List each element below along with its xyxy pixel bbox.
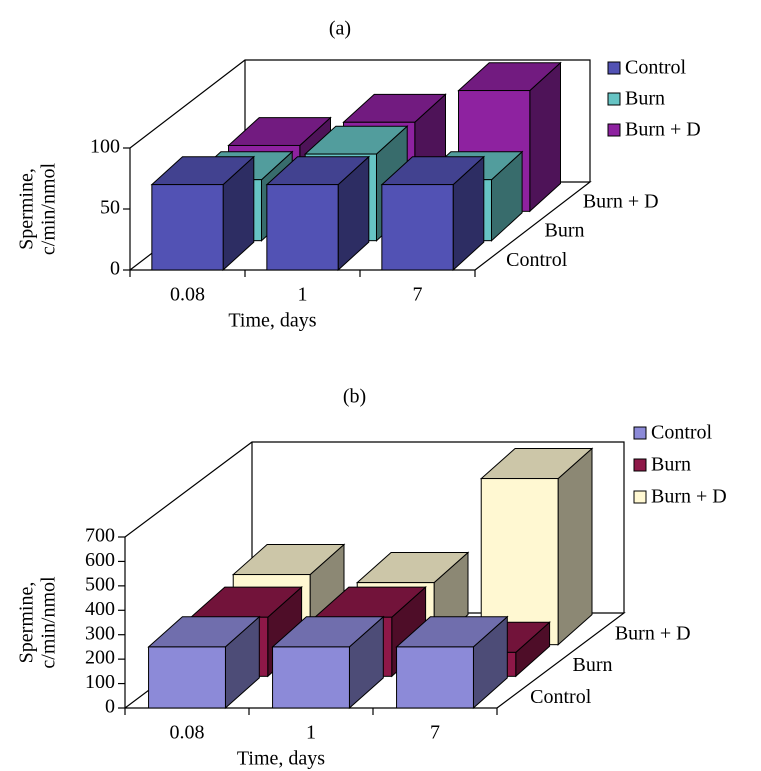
depth-label: Control (506, 249, 568, 271)
panel-title: (a) (329, 18, 351, 40)
legend-label: Burn (651, 454, 691, 476)
bar (147, 615, 261, 710)
x-axis-label: Time, days (228, 310, 316, 332)
y-tick-label: 400 (85, 598, 115, 620)
bar (380, 155, 486, 272)
y-tick-label: 600 (85, 549, 115, 571)
y-axis-label: c/min/nmol (38, 576, 60, 669)
legend-swatch (633, 458, 647, 472)
y-tick-label: 100 (90, 136, 120, 158)
depth-label: Burn + D (615, 622, 691, 644)
y-axis-label: Spermine, (16, 168, 38, 250)
bar (271, 615, 385, 710)
legend-swatch (633, 490, 647, 504)
x-axis-label: Time, days (237, 748, 325, 770)
y-axis-label: c/min/nmol (38, 162, 60, 255)
y-tick-label: 0 (105, 696, 115, 718)
bar (395, 615, 509, 710)
bar-front (396, 646, 474, 709)
depth-label: Control (530, 686, 592, 708)
y-tick-label: 200 (85, 647, 115, 669)
y-tick-label: 100 (85, 671, 115, 693)
legend-swatch (607, 92, 621, 106)
bar-front (148, 646, 226, 709)
back-wall (129, 59, 591, 182)
panel-title: (b) (343, 386, 366, 408)
x-tick-label: 0.08 (170, 284, 205, 306)
legend-label: Burn (625, 88, 665, 110)
x-tick-label: 1 (298, 284, 308, 306)
x-tick-label: 1 (306, 722, 316, 744)
bar (265, 155, 371, 272)
bar (479, 447, 594, 646)
legend-label: Burn + D (625, 119, 701, 141)
legend-swatch (607, 61, 621, 75)
x-tick-label: 7 (430, 722, 440, 744)
x-tick-label: 7 (413, 284, 423, 306)
y-tick-label: 50 (100, 197, 120, 219)
bar-side (557, 447, 593, 646)
bar (150, 155, 256, 272)
depth-label: Burn (545, 220, 585, 242)
legend-label: Control (651, 422, 713, 444)
back-wall (124, 441, 625, 613)
y-tick-label: 0 (110, 258, 120, 280)
depth-label: Burn (573, 654, 613, 676)
legend-label: Burn + D (651, 486, 727, 508)
y-tick-label: 500 (85, 573, 115, 595)
legend-label: Control (625, 57, 687, 79)
bar-front (381, 184, 454, 271)
bar-front (272, 646, 350, 709)
y-axis-label: Spermine, (16, 582, 38, 664)
x-tick-label: 0.08 (170, 722, 205, 744)
bar-front (266, 184, 339, 271)
y-tick-label: 700 (85, 525, 115, 547)
legend-swatch (633, 426, 647, 440)
y-tick-label: 300 (85, 622, 115, 644)
depth-label: Burn + D (583, 190, 659, 212)
bar-front (151, 184, 224, 271)
legend-swatch (607, 123, 621, 137)
